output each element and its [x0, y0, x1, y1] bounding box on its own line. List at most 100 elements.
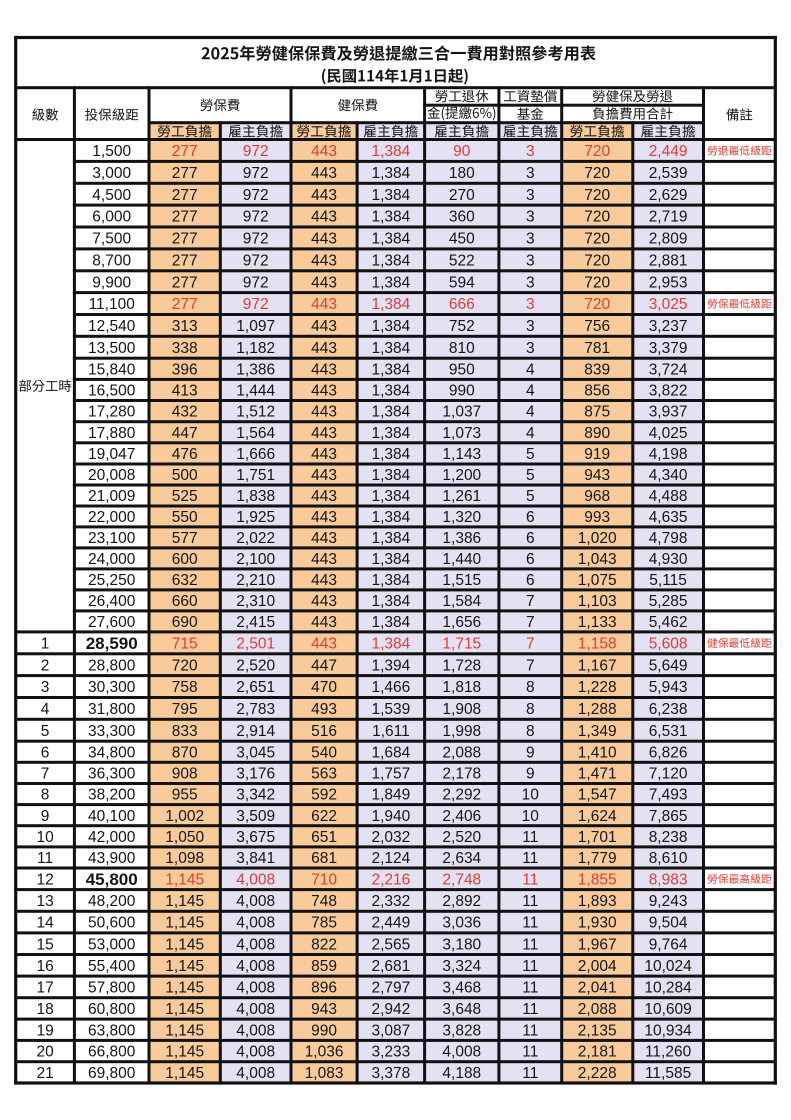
svg-text:63,800: 63,800	[88, 1022, 136, 1039]
svg-text:3: 3	[526, 165, 535, 182]
svg-text:1,384: 1,384	[372, 165, 411, 182]
svg-text:12: 12	[36, 872, 53, 889]
svg-text:720: 720	[584, 253, 610, 270]
svg-text:1,145: 1,145	[165, 1065, 204, 1082]
svg-text:3,468: 3,468	[442, 980, 481, 997]
svg-text:1,967: 1,967	[578, 936, 617, 953]
svg-text:1,751: 1,751	[236, 467, 275, 484]
svg-text:443: 443	[311, 593, 337, 610]
svg-text:943: 943	[584, 467, 610, 484]
svg-text:1,930: 1,930	[578, 915, 617, 932]
svg-text:4,188: 4,188	[442, 1065, 481, 1082]
svg-text:1,384: 1,384	[372, 636, 411, 653]
svg-text:1,384: 1,384	[372, 274, 411, 291]
svg-text:9,504: 9,504	[649, 915, 688, 932]
svg-text:11: 11	[522, 1044, 538, 1061]
svg-text:5: 5	[526, 488, 535, 505]
svg-text:2,210: 2,210	[236, 572, 275, 589]
svg-text:4: 4	[526, 361, 535, 378]
svg-text:11: 11	[522, 936, 538, 953]
svg-text:28,800: 28,800	[88, 657, 136, 674]
svg-text:748: 748	[311, 893, 337, 910]
svg-text:4,008: 4,008	[236, 1001, 275, 1018]
svg-text:443: 443	[311, 143, 337, 160]
svg-text:7,120: 7,120	[649, 766, 688, 783]
svg-text:11: 11	[37, 850, 53, 867]
svg-text:66,800: 66,800	[88, 1044, 136, 1061]
svg-text:1,143: 1,143	[442, 446, 481, 463]
svg-text:1,908: 1,908	[442, 701, 481, 718]
svg-text:651: 651	[311, 829, 337, 846]
svg-text:2,881: 2,881	[649, 253, 688, 270]
svg-text:1,145: 1,145	[165, 936, 204, 953]
svg-text:5,649: 5,649	[649, 657, 688, 674]
svg-text:839: 839	[584, 361, 610, 378]
svg-text:18: 18	[36, 1001, 53, 1018]
svg-text:875: 875	[584, 404, 610, 421]
svg-text:1,384: 1,384	[372, 551, 411, 568]
svg-text:1,757: 1,757	[372, 766, 411, 783]
svg-text:338: 338	[172, 340, 198, 357]
svg-text:12,540: 12,540	[88, 318, 136, 335]
svg-text:28,590: 28,590	[86, 634, 138, 653]
svg-text:1,855: 1,855	[578, 872, 617, 889]
svg-text:34,800: 34,800	[88, 744, 136, 761]
svg-text:1,097: 1,097	[236, 318, 275, 335]
svg-text:1,103: 1,103	[578, 593, 617, 610]
svg-text:7: 7	[526, 657, 535, 674]
svg-text:60,800: 60,800	[88, 1001, 136, 1018]
svg-text:11: 11	[522, 1001, 538, 1018]
svg-text:1,384: 1,384	[372, 143, 411, 160]
svg-text:447: 447	[172, 425, 198, 442]
svg-text:1,656: 1,656	[442, 614, 481, 631]
svg-text:30,300: 30,300	[88, 679, 136, 696]
svg-text:4,008: 4,008	[236, 1044, 275, 1061]
svg-text:4,340: 4,340	[649, 467, 688, 484]
svg-text:8: 8	[526, 701, 535, 718]
svg-text:3,937: 3,937	[649, 404, 688, 421]
svg-text:2,520: 2,520	[442, 829, 481, 846]
svg-text:443: 443	[311, 636, 337, 653]
svg-text:1,611: 1,611	[372, 723, 410, 740]
svg-text:6,238: 6,238	[649, 701, 688, 718]
svg-text:16: 16	[36, 958, 53, 975]
svg-text:756: 756	[584, 318, 610, 335]
svg-text:833: 833	[172, 723, 198, 740]
svg-text:1,320: 1,320	[442, 509, 481, 526]
svg-text:972: 972	[243, 296, 269, 313]
svg-text:9: 9	[41, 808, 50, 825]
svg-text:2,228: 2,228	[578, 1065, 617, 1082]
svg-text:9,764: 9,764	[649, 936, 688, 953]
svg-text:360: 360	[449, 209, 475, 226]
svg-text:2,216: 2,216	[372, 872, 411, 889]
svg-text:277: 277	[172, 253, 198, 270]
svg-text:413: 413	[172, 383, 198, 400]
svg-text:1,384: 1,384	[372, 488, 411, 505]
svg-text:11: 11	[522, 980, 538, 997]
svg-text:2,292: 2,292	[442, 787, 481, 804]
svg-text:443: 443	[311, 530, 337, 547]
svg-text:1,083: 1,083	[305, 1065, 344, 1082]
svg-text:1,466: 1,466	[372, 679, 411, 696]
svg-text:443: 443	[311, 340, 337, 357]
svg-text:516: 516	[311, 723, 337, 740]
svg-text:270: 270	[449, 187, 475, 204]
svg-text:1,145: 1,145	[165, 1044, 204, 1061]
svg-text:1,145: 1,145	[165, 958, 204, 975]
svg-text:955: 955	[172, 787, 198, 804]
svg-text:40,100: 40,100	[88, 808, 136, 825]
svg-text:2,797: 2,797	[372, 980, 411, 997]
svg-text:2,953: 2,953	[649, 274, 688, 291]
svg-text:3,036: 3,036	[442, 915, 481, 932]
svg-text:1,288: 1,288	[578, 701, 617, 718]
svg-text:443: 443	[311, 274, 337, 291]
svg-text:1,539: 1,539	[372, 701, 411, 718]
svg-text:2,004: 2,004	[578, 958, 617, 975]
svg-text:2,942: 2,942	[372, 1001, 411, 1018]
svg-text:577: 577	[172, 530, 198, 547]
svg-text:2,914: 2,914	[236, 723, 275, 740]
svg-text:1,384: 1,384	[372, 425, 411, 442]
svg-text:972: 972	[243, 187, 269, 204]
svg-text:720: 720	[584, 274, 610, 291]
svg-text:550: 550	[172, 509, 198, 526]
